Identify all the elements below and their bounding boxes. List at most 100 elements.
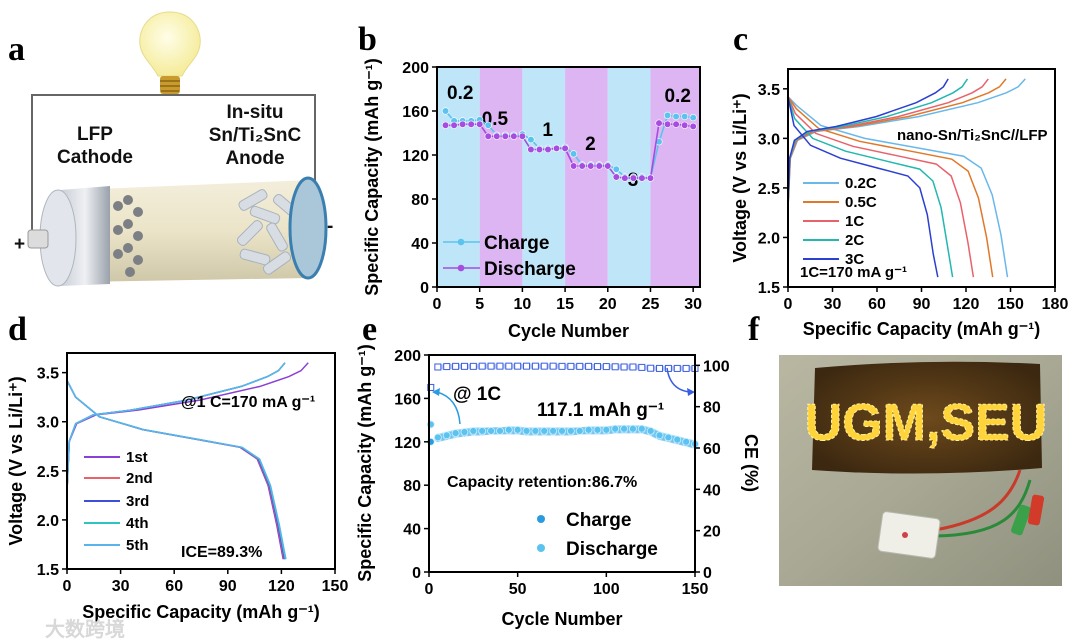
- data-point-discharge: [513, 425, 522, 434]
- x-axis-title: Cycle Number: [501, 609, 622, 629]
- x-tick-label: 25: [642, 296, 660, 313]
- x-axis-title: Specific Capacity (mAh g⁻¹): [803, 319, 1041, 339]
- x-tick-label: 30: [824, 296, 842, 313]
- data-point-discharge: [433, 433, 442, 442]
- data-point-discharge: [570, 162, 578, 170]
- data-point-discharge: [510, 132, 518, 140]
- ce-data-point: [558, 362, 566, 370]
- data-point-discharge: [612, 173, 620, 181]
- y-tick-label: 160: [402, 104, 429, 121]
- data-point-discharge: [441, 121, 450, 129]
- ce-data-point: [434, 363, 442, 371]
- y-tick-label: 3.0: [37, 415, 59, 432]
- rate-label: 1: [542, 120, 553, 141]
- y-tick-label: 200: [394, 348, 421, 365]
- data-point-discharge: [450, 121, 458, 129]
- data-point-discharge: [593, 425, 602, 434]
- y2-axis-title: CE (%): [741, 434, 761, 492]
- legend-label: Discharge: [566, 539, 658, 560]
- legend-label: Charge: [566, 510, 631, 531]
- data-point-discharge: [611, 424, 620, 433]
- ce-data-point: [602, 363, 610, 371]
- capacity-annotation: 117.1 mAh g⁻¹: [537, 400, 664, 421]
- retention-annotation: Capacity retention:86.7%: [447, 474, 637, 491]
- discharge-curve-5th: [66, 380, 287, 560]
- legend-marker: [537, 544, 545, 552]
- anode-label-line2: Sn/Ti₂SnC: [209, 125, 302, 146]
- chart-annotation: nano-Sn/Ti₂SnC//LFP: [897, 127, 1048, 144]
- x-axis-title: Cycle Number: [508, 321, 629, 341]
- ce-data-point: [549, 362, 557, 370]
- data-point-discharge: [682, 437, 691, 446]
- y-tick-label: 200: [402, 60, 429, 77]
- led-sign-board: [812, 361, 1042, 474]
- data-point-discharge: [629, 424, 637, 433]
- y-tick-label: 1.5: [37, 562, 59, 579]
- ce-data-point: [443, 363, 451, 371]
- charge-curve-1st: [66, 362, 309, 491]
- light-bulb-icon: [139, 11, 201, 94]
- legend-marker: [457, 238, 465, 246]
- data-point-charge: [672, 112, 680, 121]
- discharge-curve-2C: [787, 96, 954, 278]
- x-tick-label: 120: [268, 578, 295, 595]
- ce-data-point: [478, 362, 486, 370]
- x-tick-label: 0: [784, 296, 793, 313]
- data-point-charge: [527, 136, 535, 144]
- rate-label: 2: [585, 134, 596, 155]
- data-point-discharge: [527, 145, 535, 154]
- ce-data-point: [505, 362, 513, 370]
- data-point-charge: [612, 165, 620, 173]
- rate-band: [565, 67, 608, 287]
- ce-data-point: [593, 363, 601, 371]
- panel-letter-f: f: [748, 311, 760, 348]
- data-point-discharge: [549, 427, 558, 435]
- x-tick-label: 150: [682, 581, 709, 598]
- legend-marker: [537, 515, 545, 523]
- ce-data-point: [620, 363, 628, 371]
- x-tick-label: 0: [433, 296, 442, 313]
- y-tick-label: 2.5: [758, 181, 780, 198]
- data-point-discharge: [664, 433, 673, 442]
- x-tick-label: 50: [509, 581, 527, 598]
- data-point-discharge: [460, 428, 469, 436]
- data-point-charge: [484, 121, 492, 129]
- y-tick-label: 2.5: [37, 464, 59, 481]
- data-point-discharge: [689, 122, 697, 130]
- data-point-discharge: [467, 120, 475, 128]
- legend-label: 4th: [126, 515, 149, 532]
- data-point-discharge: [620, 424, 628, 433]
- rate-band: [437, 67, 480, 287]
- ce-data-point: [656, 364, 664, 372]
- negative-terminal-label: -: [327, 216, 333, 237]
- legend-label: 5th: [126, 537, 149, 554]
- charge-curve-5th: [66, 362, 286, 491]
- anode-cap: [288, 176, 328, 280]
- y-tick-label: 3.5: [758, 82, 780, 99]
- data-point-discharge: [496, 427, 504, 435]
- panel-letter-d: d: [8, 311, 27, 348]
- data-point-discharge: [621, 174, 629, 182]
- data-point-discharge: [531, 427, 540, 435]
- plot-frame: [787, 68, 1056, 288]
- x-tick-label: 0: [63, 578, 72, 595]
- x-tick-label: 150: [322, 578, 349, 595]
- x-tick-label: 90: [219, 578, 237, 595]
- y2-tick-label: 100: [703, 358, 730, 375]
- battery-pouch: [877, 511, 941, 559]
- data-point-charge: [681, 112, 689, 121]
- x-tick-label: 150: [997, 296, 1024, 313]
- y-tick-label: 3.5: [37, 366, 59, 383]
- y2-tick-label: 60: [703, 441, 721, 458]
- ce-data-point: [531, 362, 539, 370]
- ce-data-point: [611, 363, 619, 371]
- data-point-discharge: [544, 145, 552, 154]
- ce-data-point: [682, 364, 690, 372]
- x-axis-title: Specific Capacity (mAh g⁻¹): [82, 602, 320, 622]
- x-tick-label: 180: [1042, 296, 1069, 313]
- data-point-discharge: [493, 132, 501, 140]
- rate-label: 0.2: [447, 83, 473, 104]
- y-axis-title: Voltage (V vs Li/Li⁺): [6, 376, 26, 545]
- y2-tick-label: 80: [703, 400, 721, 417]
- data-point-charge: [441, 107, 450, 115]
